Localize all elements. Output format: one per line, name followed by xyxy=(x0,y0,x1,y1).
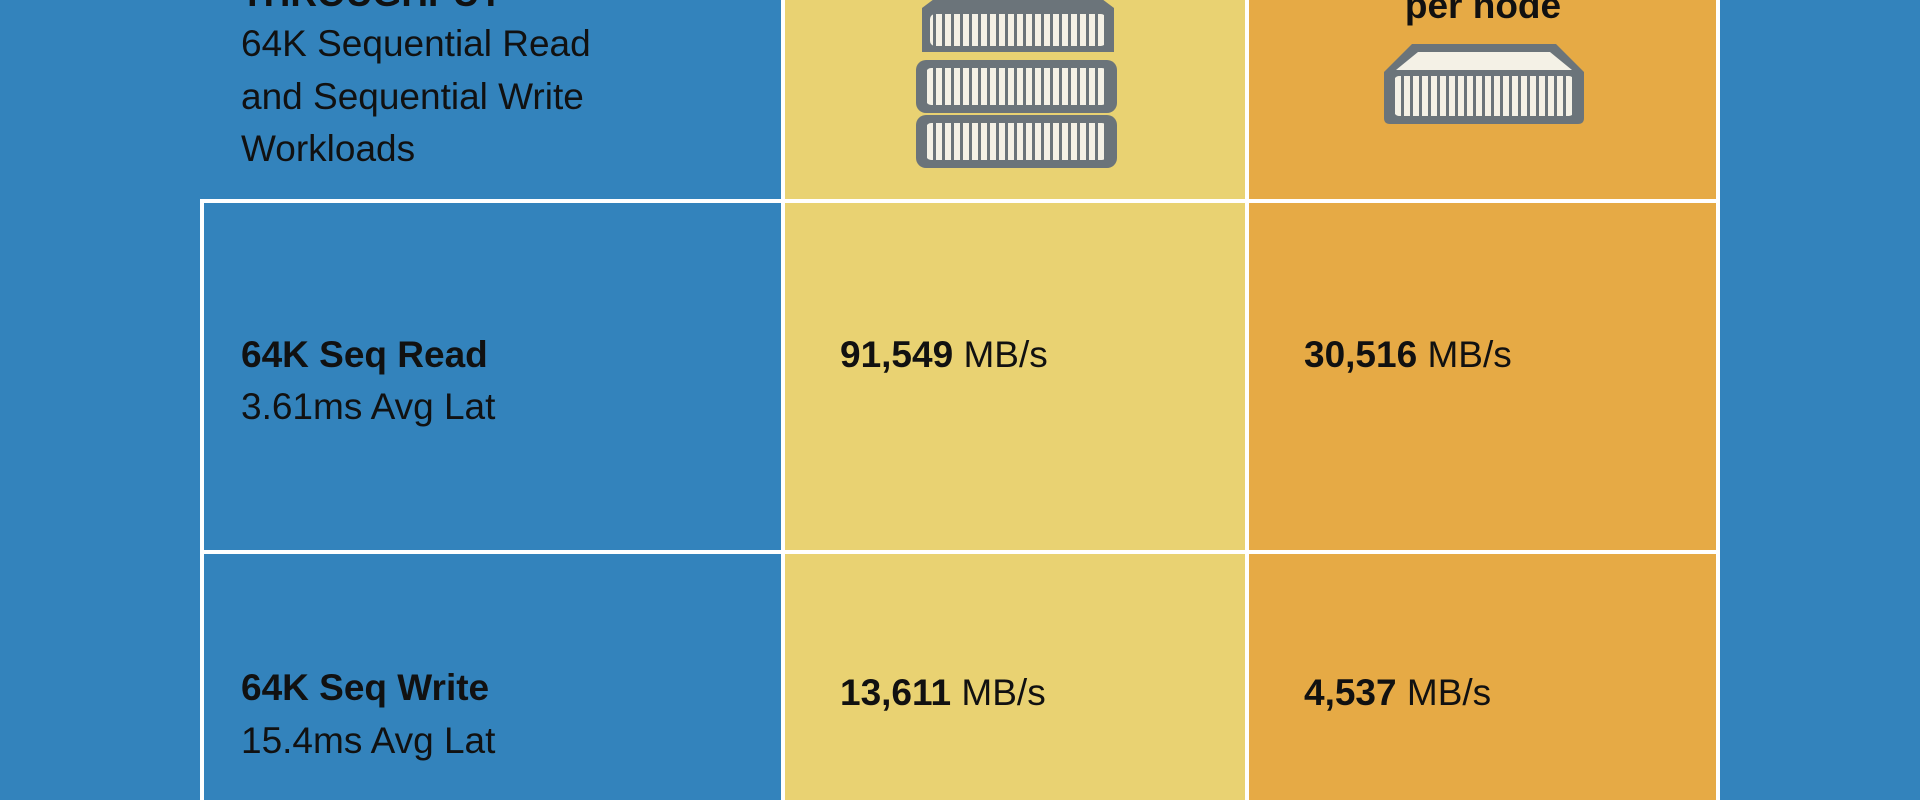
unit: MB/s xyxy=(961,672,1046,713)
divider xyxy=(1716,0,1720,800)
row-label: 64K Seq Read xyxy=(241,334,488,375)
value: 13,611 xyxy=(840,672,952,713)
column-node xyxy=(1249,0,1717,800)
divider xyxy=(781,0,785,800)
row-latency: 15.4ms Avg Lat xyxy=(241,720,496,761)
row-latency: 3.61ms Avg Lat xyxy=(241,386,496,427)
unit: MB/s xyxy=(1406,672,1492,713)
divider xyxy=(200,199,204,800)
server-icon xyxy=(1384,44,1584,124)
header-description: 64K Sequential Read xyxy=(241,23,591,64)
value: 30,516 xyxy=(1304,334,1418,375)
node-throughput: 4,537 MB/s xyxy=(1304,667,1491,719)
divider xyxy=(1245,0,1249,800)
server-stack-icon xyxy=(916,0,1117,168)
cluster-throughput: 13,611 MB/s xyxy=(840,667,1046,719)
column-label: per node xyxy=(1404,0,1562,26)
divider xyxy=(200,199,1720,203)
unit: MB/s xyxy=(963,334,1048,375)
row-label: 64K Seq Write xyxy=(241,667,490,708)
cluster-throughput: 91,549 MB/s xyxy=(840,329,1048,381)
value: 91,549 xyxy=(840,334,954,375)
node-throughput: 30,516 MB/s xyxy=(1304,329,1512,381)
header-title: THROUGHPUT xyxy=(241,0,502,20)
header-description: and Sequential Write xyxy=(241,76,584,117)
divider xyxy=(200,550,1720,554)
unit: MB/s xyxy=(1427,334,1512,375)
value: 4,537 xyxy=(1304,672,1397,713)
header-description: Workloads xyxy=(241,128,416,169)
